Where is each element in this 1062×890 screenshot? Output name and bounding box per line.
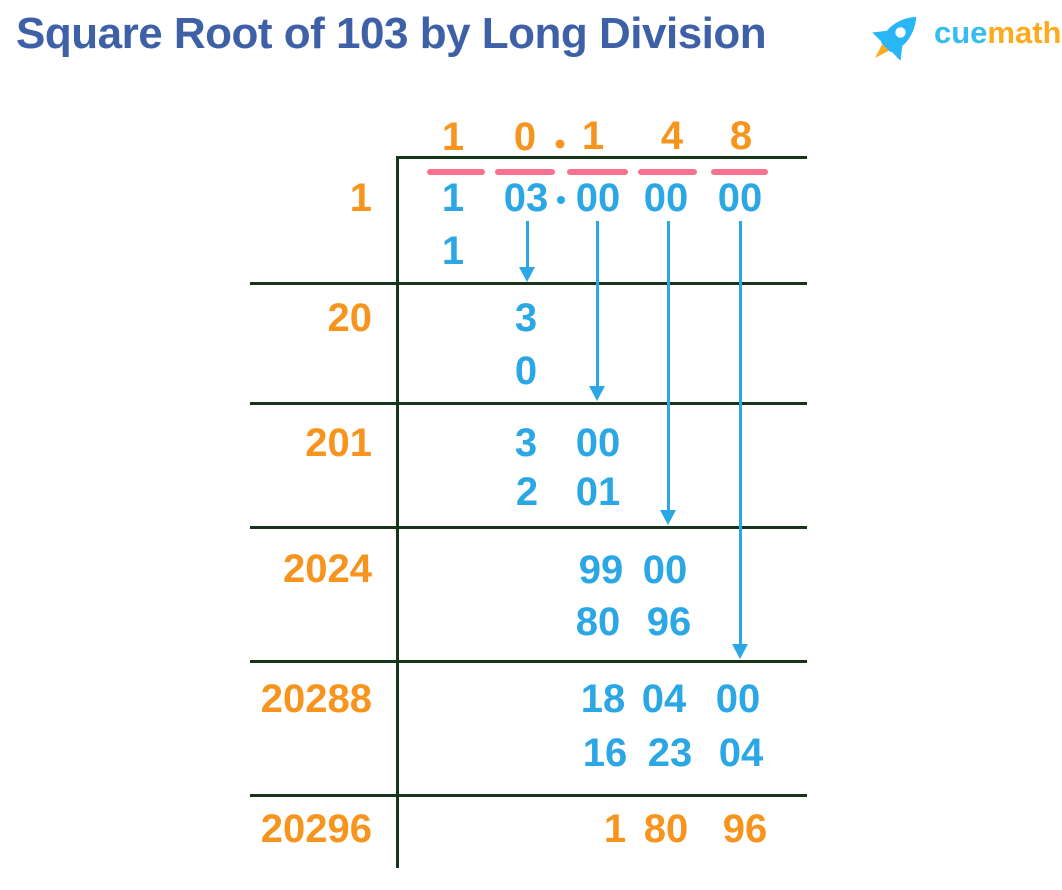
- separator-line: [250, 794, 807, 797]
- remainder-value: 1: [603, 807, 627, 851]
- dividend-group: 00: [575, 176, 621, 220]
- carry-arrow-line: [525, 221, 529, 269]
- divisor-label: 1: [349, 176, 372, 220]
- quotient-digit: 1: [581, 114, 605, 158]
- work-value: 96: [646, 600, 692, 644]
- work-value: 00: [642, 548, 688, 592]
- brand-text: cuemath: [934, 17, 1062, 48]
- work-value: 3: [514, 421, 538, 465]
- rocket-icon: [872, 16, 917, 61]
- divisor-label: 20: [327, 296, 373, 340]
- work-value: 01: [575, 470, 621, 514]
- work-value: 04: [718, 731, 764, 775]
- work-value: 00: [575, 421, 621, 465]
- carry-arrow-line: [666, 221, 670, 512]
- work-value: 16: [582, 731, 628, 775]
- quotient-decimal-point: [555, 139, 565, 149]
- carry-arrow-head: [732, 644, 748, 659]
- separator-line: [250, 660, 807, 663]
- work-value: 1: [441, 229, 465, 273]
- work-value: 04: [641, 677, 687, 721]
- quotient-digit: 8: [729, 114, 753, 158]
- work-value: 0: [514, 349, 538, 393]
- work-value: 18: [580, 677, 626, 721]
- bracket-top-line: [396, 156, 807, 159]
- bracket-vertical-line: [396, 156, 399, 868]
- quotient-digit: 0: [513, 115, 537, 159]
- carry-arrow-line: [595, 221, 599, 388]
- carry-arrow-line: [738, 221, 742, 646]
- work-value: 00: [715, 677, 761, 721]
- dividend-decimal-dot: [557, 196, 565, 204]
- dividend-group: 1: [441, 176, 465, 220]
- carry-down-arrow: [589, 221, 605, 401]
- remainder-value: 80: [643, 807, 689, 851]
- dividend-group: 03: [503, 176, 549, 220]
- group-underline: [638, 169, 697, 175]
- work-value: 2: [515, 470, 539, 514]
- brand-logo: cuemath: [864, 2, 1062, 72]
- carry-arrow-head: [660, 510, 676, 525]
- quotient-digit: 1: [441, 115, 465, 159]
- brand-text-cue: cue: [934, 15, 988, 50]
- remainder-value: 96: [722, 807, 768, 851]
- brand-text-math: math: [987, 15, 1062, 50]
- carry-arrow-head: [519, 267, 535, 282]
- work-value: 80: [575, 600, 621, 644]
- work-value: 23: [647, 731, 693, 775]
- carry-arrow-head: [589, 386, 605, 401]
- page-title: Square Root of 103 by Long Division: [16, 9, 767, 58]
- carry-down-arrow: [519, 221, 535, 282]
- carry-down-arrow: [732, 221, 748, 659]
- separator-line: [250, 282, 807, 285]
- carry-down-arrow: [660, 221, 676, 525]
- group-underline: [427, 169, 485, 175]
- divisor-label: 201: [305, 421, 372, 465]
- divisor-label: 2024: [283, 547, 372, 591]
- group-underline: [711, 169, 768, 175]
- dividend-group: 00: [643, 176, 689, 220]
- rocket-window: [895, 27, 906, 38]
- group-underline: [567, 169, 628, 175]
- dividend-group: 00: [717, 176, 763, 220]
- divisor-label: 20288: [260, 677, 372, 721]
- divisor-label: 20296: [260, 807, 372, 851]
- separator-line: [250, 526, 807, 529]
- work-value: 99: [578, 548, 624, 592]
- group-underline: [495, 169, 555, 175]
- separator-line: [250, 402, 807, 405]
- quotient-digit: 4: [660, 114, 684, 158]
- work-value: 3: [514, 296, 538, 340]
